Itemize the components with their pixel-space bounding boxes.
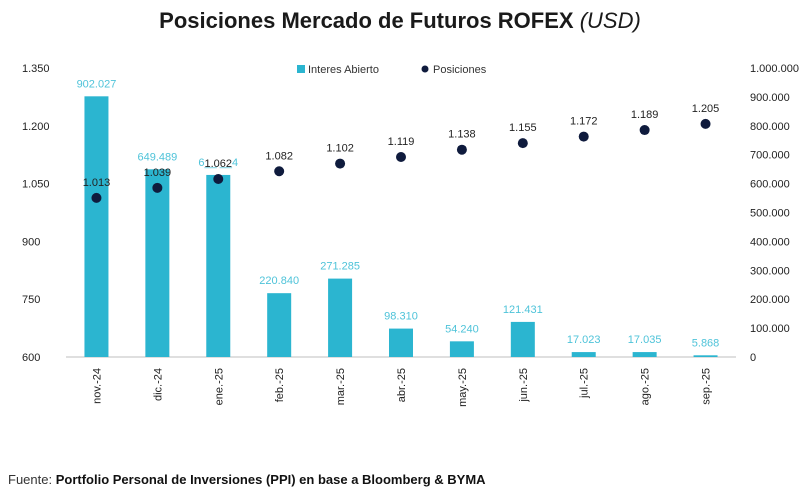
right-axis-tick-label: 100.000	[750, 323, 790, 335]
dot-data-label: 1.013	[83, 177, 111, 189]
bar-interes-abierto	[632, 352, 657, 357]
bar-data-label: 6__.__4	[198, 157, 238, 169]
dot-data-label: 1.172	[570, 116, 598, 128]
left-axis-tick-label: 750	[22, 294, 40, 306]
x-axis-category-label: jul.-25	[579, 368, 591, 399]
dot-data-label: 1.189	[631, 109, 659, 121]
bar-interes-abierto	[571, 352, 596, 357]
right-axis-tick-label: 1.000.000	[750, 63, 799, 75]
dot-posiciones	[578, 131, 589, 142]
dot-data-label: 1.102	[326, 143, 354, 155]
right-axis-tick-label: 300.000	[750, 265, 790, 277]
dot-data-label: 1.039	[144, 167, 172, 179]
dot-posiciones	[152, 182, 163, 193]
right-axis-tick-label: 900.000	[750, 92, 790, 104]
bar-interes-abierto	[510, 321, 535, 357]
dot-data-label: 1.082	[265, 150, 293, 162]
chart-title-unit: (USD)	[579, 8, 641, 33]
dot-data-label: 1.205	[692, 103, 720, 115]
bar-interes-abierto	[145, 169, 170, 357]
x-axis-category-label: nov.-24	[91, 368, 103, 404]
legend-swatch-bar	[297, 65, 305, 73]
legend-label: Interes Abierto	[308, 64, 379, 76]
dot-data-label: 1.062	[205, 158, 233, 170]
chart-title: Posiciones Mercado de Futuros ROFEX (USD…	[0, 8, 800, 34]
bar-interes-abierto	[267, 293, 292, 357]
x-axis-category-label: abr.-25	[396, 368, 408, 402]
x-axis-category-label: mar.-25	[335, 368, 347, 405]
x-axis-category-label: may.-25	[457, 368, 469, 407]
dot-data-label: 1.119	[388, 136, 415, 148]
bar-data-label: 121.431	[503, 304, 543, 316]
bar-interes-abierto	[449, 341, 474, 357]
left-axis-tick-label: 1.200	[22, 121, 50, 133]
right-axis-tick-label: 200.000	[750, 294, 790, 306]
x-axis-category-label: dic.-24	[152, 368, 164, 401]
source-text: Portfolio Personal de Inversiones (PPI) …	[55, 472, 486, 487]
right-axis-tick-label: 600.000	[750, 179, 790, 191]
dot-posiciones	[456, 144, 467, 155]
x-axis-category-label: feb.-25	[274, 368, 286, 402]
dot-posiciones	[274, 166, 285, 177]
legend-swatch-dot	[421, 65, 429, 73]
bar-data-label: 98.310	[384, 311, 418, 323]
x-axis-category-label: ago.-25	[640, 368, 652, 405]
right-axis-tick-label: 0	[750, 352, 756, 364]
bar-data-label: 220.840	[259, 275, 299, 287]
dot-data-label: 1.155	[509, 122, 537, 134]
dot-posiciones	[91, 192, 102, 203]
bar-interes-abierto	[84, 96, 109, 357]
bar-data-label: 17.035	[628, 334, 662, 346]
bar-data-label: 5.868	[692, 337, 720, 349]
x-axis-category-label: ene.-25	[213, 368, 225, 405]
dot-posiciones	[700, 118, 711, 129]
left-axis-tick-label: 900	[22, 236, 40, 248]
bar-data-label: 17.023	[567, 334, 601, 346]
dot-data-label: 1.138	[448, 129, 476, 141]
bar-data-label: 902.027	[77, 78, 117, 90]
bar-data-label: 271.285	[320, 261, 360, 273]
chart-title-text: Posiciones Mercado de Futuros ROFEX	[159, 8, 574, 33]
source-note: Fuente: Portfolio Personal de Inversione…	[8, 472, 486, 487]
dot-posiciones	[335, 158, 346, 169]
dot-posiciones	[517, 138, 528, 149]
right-axis-tick-label: 500.000	[750, 208, 790, 220]
x-axis-category-label: jun.-25	[518, 368, 530, 403]
bar-interes-abierto	[328, 278, 353, 357]
bar-data-label: 649.489	[137, 151, 177, 163]
bar-interes-abierto	[693, 355, 718, 357]
bar-data-label: 54.240	[445, 323, 479, 335]
right-axis-tick-label: 400.000	[750, 236, 790, 248]
legend-label: Posiciones	[433, 64, 487, 76]
left-axis-tick-label: 1.050	[22, 179, 50, 191]
x-axis-category-label: sep.-25	[701, 368, 713, 405]
left-axis-tick-label: 1.350	[22, 63, 50, 75]
dot-posiciones	[639, 125, 650, 136]
left-axis-tick-label: 600	[22, 352, 40, 364]
dot-posiciones	[213, 173, 224, 184]
bar-interes-abierto	[389, 328, 413, 357]
right-axis-tick-label: 800.000	[750, 121, 790, 133]
right-axis-tick-label: 700.000	[750, 150, 790, 162]
dot-posiciones	[396, 152, 406, 163]
bar-interes-abierto	[206, 174, 231, 357]
source-prefix: Fuente:	[8, 472, 53, 487]
